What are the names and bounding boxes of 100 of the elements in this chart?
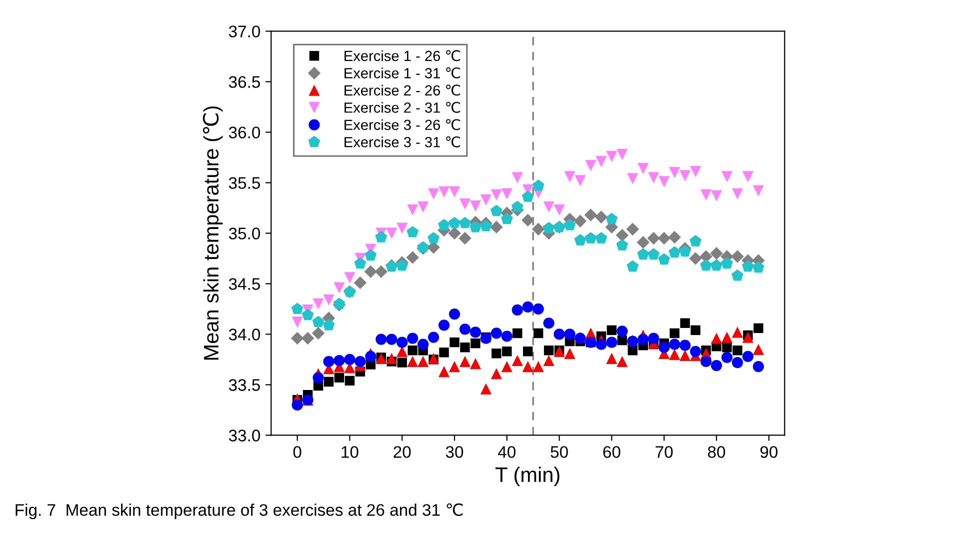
point	[658, 232, 670, 245]
point	[417, 241, 430, 252]
point	[428, 188, 440, 200]
point	[396, 222, 408, 234]
point	[752, 261, 764, 273]
y-tick-label: 33.0	[228, 430, 260, 442]
point	[354, 257, 366, 269]
legend-label: Exercise 1 - 31 ℃	[344, 67, 460, 78]
point	[511, 200, 524, 212]
point	[752, 344, 764, 355]
point	[407, 332, 418, 344]
point	[584, 208, 598, 222]
x-tick-label: 0	[293, 446, 302, 458]
point	[710, 247, 723, 260]
point	[418, 338, 429, 350]
point	[438, 186, 450, 198]
point	[512, 172, 523, 184]
point	[512, 304, 523, 316]
point	[679, 170, 691, 182]
point	[732, 326, 743, 338]
point	[658, 342, 670, 353]
point	[354, 356, 366, 368]
point	[669, 348, 680, 360]
point	[344, 354, 356, 366]
point	[522, 346, 533, 356]
point	[408, 346, 418, 356]
point	[312, 326, 325, 340]
point	[616, 239, 628, 250]
point	[323, 356, 334, 368]
point	[364, 265, 378, 278]
point	[668, 230, 681, 244]
y-tick-label: 34.0	[228, 328, 260, 340]
point	[522, 190, 534, 202]
point	[406, 226, 419, 238]
y-tick-label: 35.0	[228, 228, 260, 240]
point	[522, 301, 534, 313]
point	[407, 204, 418, 216]
point	[448, 186, 460, 198]
point	[428, 232, 440, 244]
point	[344, 272, 356, 284]
point	[636, 236, 650, 249]
point	[292, 399, 303, 410]
point	[365, 350, 376, 362]
point	[448, 216, 460, 228]
point	[669, 338, 680, 350]
point	[470, 338, 480, 348]
point	[406, 251, 419, 264]
y-tick-label: 36.0	[228, 126, 260, 138]
point	[690, 325, 700, 336]
point	[438, 320, 450, 331]
point	[396, 336, 408, 348]
point	[574, 175, 586, 186]
point	[627, 173, 638, 184]
point	[532, 303, 544, 315]
point	[700, 259, 712, 271]
point	[490, 204, 502, 216]
point	[689, 252, 702, 265]
x-tick-label: 90	[760, 446, 778, 458]
point	[376, 334, 387, 345]
point	[742, 350, 754, 362]
point	[292, 316, 303, 328]
point	[512, 328, 522, 338]
point	[669, 167, 680, 178]
point	[637, 248, 650, 260]
point	[418, 356, 429, 368]
y-tick-label: 34.5	[228, 278, 260, 290]
point	[732, 188, 743, 200]
point	[752, 185, 764, 196]
point	[752, 361, 764, 372]
point	[690, 346, 702, 357]
y-tick-label: 37.0	[228, 26, 260, 38]
point	[501, 330, 512, 342]
point	[732, 356, 743, 368]
legend-label: Exercise 3 - 31 ℃	[344, 136, 460, 148]
point	[648, 172, 660, 184]
point	[386, 352, 398, 364]
point	[710, 190, 722, 202]
point	[554, 204, 565, 216]
point	[501, 361, 512, 372]
point	[626, 260, 639, 272]
point	[658, 253, 670, 265]
point	[397, 358, 407, 368]
point	[459, 216, 471, 228]
point	[721, 332, 733, 343]
point	[502, 346, 512, 356]
point	[448, 308, 460, 320]
point	[374, 265, 388, 278]
point	[312, 298, 324, 310]
point	[521, 214, 534, 226]
point	[428, 332, 440, 343]
point	[448, 226, 461, 240]
point	[574, 234, 586, 246]
point	[564, 348, 576, 359]
point	[492, 348, 502, 358]
legend-label: Exercise 1 - 26 ℃	[344, 50, 460, 62]
point	[616, 356, 628, 368]
point	[690, 235, 702, 246]
point	[396, 259, 408, 271]
point	[480, 194, 492, 206]
point	[544, 346, 554, 356]
